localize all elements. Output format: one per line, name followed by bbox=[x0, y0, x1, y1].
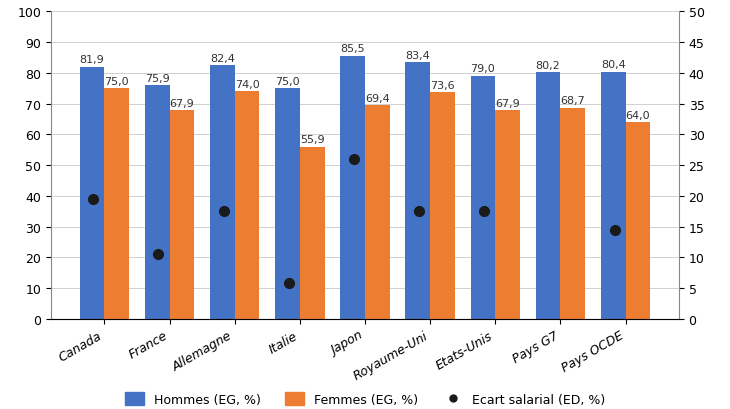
Text: 82,4: 82,4 bbox=[210, 54, 235, 64]
Legend: Hommes (EG, %), Femmes (EG, %), Ecart salarial (ED, %): Hommes (EG, %), Femmes (EG, %), Ecart sa… bbox=[120, 387, 610, 409]
Bar bbox=[235, 92, 259, 319]
Bar bbox=[145, 86, 169, 319]
Bar bbox=[275, 89, 300, 319]
Bar bbox=[210, 66, 235, 319]
Text: 80,2: 80,2 bbox=[536, 61, 561, 71]
Bar bbox=[430, 93, 455, 319]
Text: 75,0: 75,0 bbox=[104, 76, 129, 87]
Text: 75,9: 75,9 bbox=[145, 74, 169, 84]
Bar bbox=[365, 106, 390, 319]
Bar bbox=[536, 73, 561, 319]
Bar bbox=[601, 72, 626, 319]
Bar bbox=[104, 89, 129, 319]
Text: 75,0: 75,0 bbox=[275, 76, 300, 87]
Bar bbox=[471, 77, 495, 319]
Bar bbox=[495, 111, 520, 319]
Bar bbox=[169, 111, 194, 319]
Text: 81,9: 81,9 bbox=[80, 55, 104, 65]
Text: 83,4: 83,4 bbox=[405, 51, 430, 61]
Text: 55,9: 55,9 bbox=[300, 135, 325, 145]
Text: 67,9: 67,9 bbox=[169, 98, 194, 108]
Bar bbox=[340, 57, 365, 319]
Bar bbox=[561, 108, 585, 319]
Text: 85,5: 85,5 bbox=[340, 44, 365, 54]
Text: 67,9: 67,9 bbox=[496, 98, 520, 108]
Text: 73,6: 73,6 bbox=[430, 81, 455, 91]
Text: 64,0: 64,0 bbox=[626, 110, 650, 120]
Text: 74,0: 74,0 bbox=[235, 80, 259, 90]
Text: 69,4: 69,4 bbox=[365, 94, 390, 104]
Bar bbox=[626, 123, 650, 319]
Text: 79,0: 79,0 bbox=[471, 64, 495, 74]
Bar bbox=[300, 148, 325, 319]
Text: 80,4: 80,4 bbox=[601, 60, 626, 70]
Bar bbox=[405, 63, 430, 319]
Text: 68,7: 68,7 bbox=[561, 96, 585, 106]
Bar bbox=[80, 68, 104, 319]
